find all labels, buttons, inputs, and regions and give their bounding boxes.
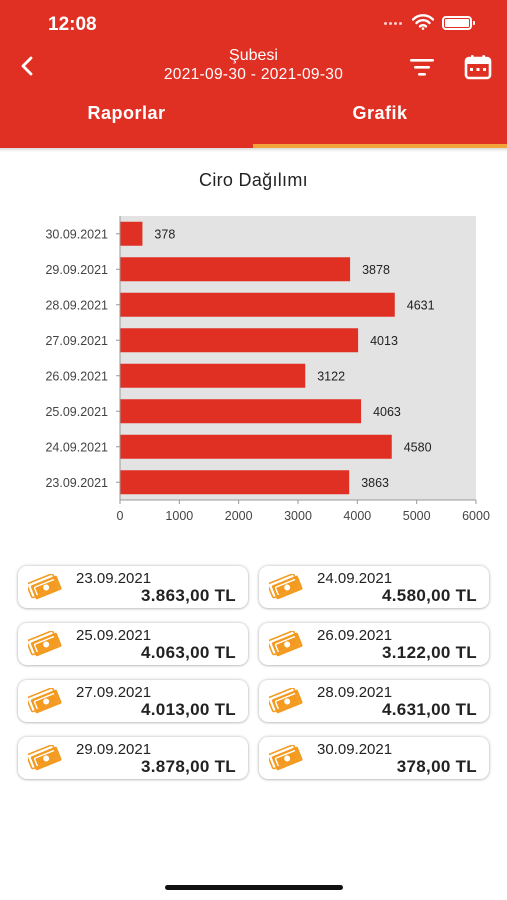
- x-tick-label: 4000: [343, 509, 371, 523]
- bar-value-label: 4580: [404, 440, 432, 454]
- card-date: 28.09.2021: [317, 684, 393, 701]
- card-amount: 4.580,00 TL: [382, 586, 477, 605]
- money-bill-icon: [269, 688, 303, 714]
- chevron-left-icon[interactable]: [16, 54, 40, 78]
- bar-29.09.2021: [120, 257, 351, 282]
- bar-25.09.2021: [120, 399, 362, 424]
- bar-23.09.2021: [120, 470, 350, 495]
- category-tick-label: 23.09.2021: [45, 476, 108, 490]
- money-bill-icon: [28, 688, 62, 714]
- card-amount: 4.063,00 TL: [141, 643, 236, 662]
- card-date: 25.09.2021: [76, 627, 152, 644]
- revenue-card[interactable]: 26.09.2021 3.122,00 TL: [259, 623, 489, 665]
- filter-icon[interactable]: [408, 56, 436, 78]
- x-tick-label: 0: [117, 509, 124, 523]
- money-bill-icon: [28, 745, 62, 771]
- app-header: 12:08 Şubesi 2021-09-30 - 2021-09-30: [0, 0, 507, 148]
- card-date: 24.09.2021: [317, 570, 393, 587]
- category-tick-label: 26.09.2021: [45, 369, 108, 383]
- bar-value-label: 3878: [362, 263, 390, 277]
- bar-28.09.2021: [120, 292, 395, 317]
- revenue-card[interactable]: 29.09.2021 3.878,00 TL: [18, 737, 248, 779]
- bar-value-label: 378: [154, 227, 175, 241]
- tab-chart[interactable]: Grafik: [352, 103, 408, 123]
- card-date: 29.09.2021: [76, 741, 152, 758]
- card-amount: 3.878,00 TL: [141, 757, 236, 776]
- revenue-card[interactable]: 25.09.2021 4.063,00 TL: [18, 623, 248, 665]
- category-tick-label: 30.09.2021: [45, 227, 108, 241]
- active-tab-indicator: [253, 144, 507, 148]
- revenue-bar-chart: 378 3878 4631 4013 3122 4063 4580 3863 30.09.20…: [45, 216, 490, 523]
- bar-30.09.2021: [120, 221, 143, 246]
- tab-reports[interactable]: Raporlar: [87, 103, 166, 123]
- category-tick-label: 28.09.2021: [45, 298, 108, 312]
- card-amount: 4.013,00 TL: [141, 700, 236, 719]
- calendar-icon[interactable]: [464, 54, 492, 80]
- card-date: 27.09.2021: [76, 684, 152, 701]
- cellular-signal-icon: [384, 22, 406, 26]
- wifi-icon: [412, 14, 434, 30]
- x-tick-label: 2000: [225, 509, 253, 523]
- revenue-card[interactable]: 23.09.2021 3.863,00 TL: [18, 566, 248, 608]
- card-date: 26.09.2021: [317, 627, 393, 644]
- revenue-card[interactable]: 30.09.2021 378,00 TL: [259, 737, 489, 779]
- bar-27.09.2021: [120, 328, 359, 353]
- x-tick-label: 5000: [403, 509, 431, 523]
- header-title-block: Şubesi 2021-09-30 - 2021-09-30: [100, 46, 407, 84]
- card-amount: 3.122,00 TL: [382, 643, 477, 662]
- revenue-card[interactable]: 24.09.2021 4.580,00 TL: [259, 566, 489, 608]
- category-tick-label: 29.09.2021: [45, 263, 108, 277]
- card-date: 23.09.2021: [76, 570, 152, 587]
- card-date: 30.09.2021: [317, 741, 393, 758]
- chart-title: Ciro Dağılımı: [199, 170, 308, 190]
- card-amount: 3.863,00 TL: [141, 586, 236, 605]
- tab-bar: Raporlar Grafik: [0, 92, 507, 148]
- bar-value-label: 3122: [317, 369, 345, 383]
- money-bill-icon: [269, 745, 303, 771]
- card-amount: 378,00 TL: [396, 757, 477, 776]
- bar-24.09.2021: [120, 434, 392, 459]
- money-bill-icon: [28, 574, 62, 600]
- bar-value-label: 4013: [370, 334, 398, 348]
- header-shadow: [0, 148, 507, 152]
- money-bill-icon: [28, 631, 62, 657]
- x-tick-label: 3000: [284, 509, 312, 523]
- x-tick-label: 1000: [165, 509, 193, 523]
- bar-value-label: 4063: [373, 405, 401, 419]
- bar-26.09.2021: [120, 363, 306, 388]
- branch-title: Şubesi: [229, 47, 278, 64]
- category-tick-label: 27.09.2021: [45, 334, 108, 348]
- revenue-card[interactable]: 28.09.2021 4.631,00 TL: [259, 680, 489, 722]
- revenue-card[interactable]: 27.09.2021 4.013,00 TL: [18, 680, 248, 722]
- date-range: 2021-09-30 - 2021-09-30: [163, 66, 344, 83]
- bar-value-label: 3863: [361, 476, 389, 490]
- battery-icon: [442, 16, 475, 30]
- category-tick-label: 25.09.2021: [45, 405, 108, 419]
- x-tick-label: 6000: [462, 509, 490, 523]
- home-indicator: [165, 885, 343, 890]
- status-time: 12:08: [48, 14, 97, 35]
- bar-value-label: 4631: [407, 298, 435, 312]
- money-bill-icon: [269, 631, 303, 657]
- money-bill-icon: [269, 574, 303, 600]
- category-tick-label: 24.09.2021: [45, 440, 108, 454]
- card-amount: 4.631,00 TL: [382, 700, 477, 719]
